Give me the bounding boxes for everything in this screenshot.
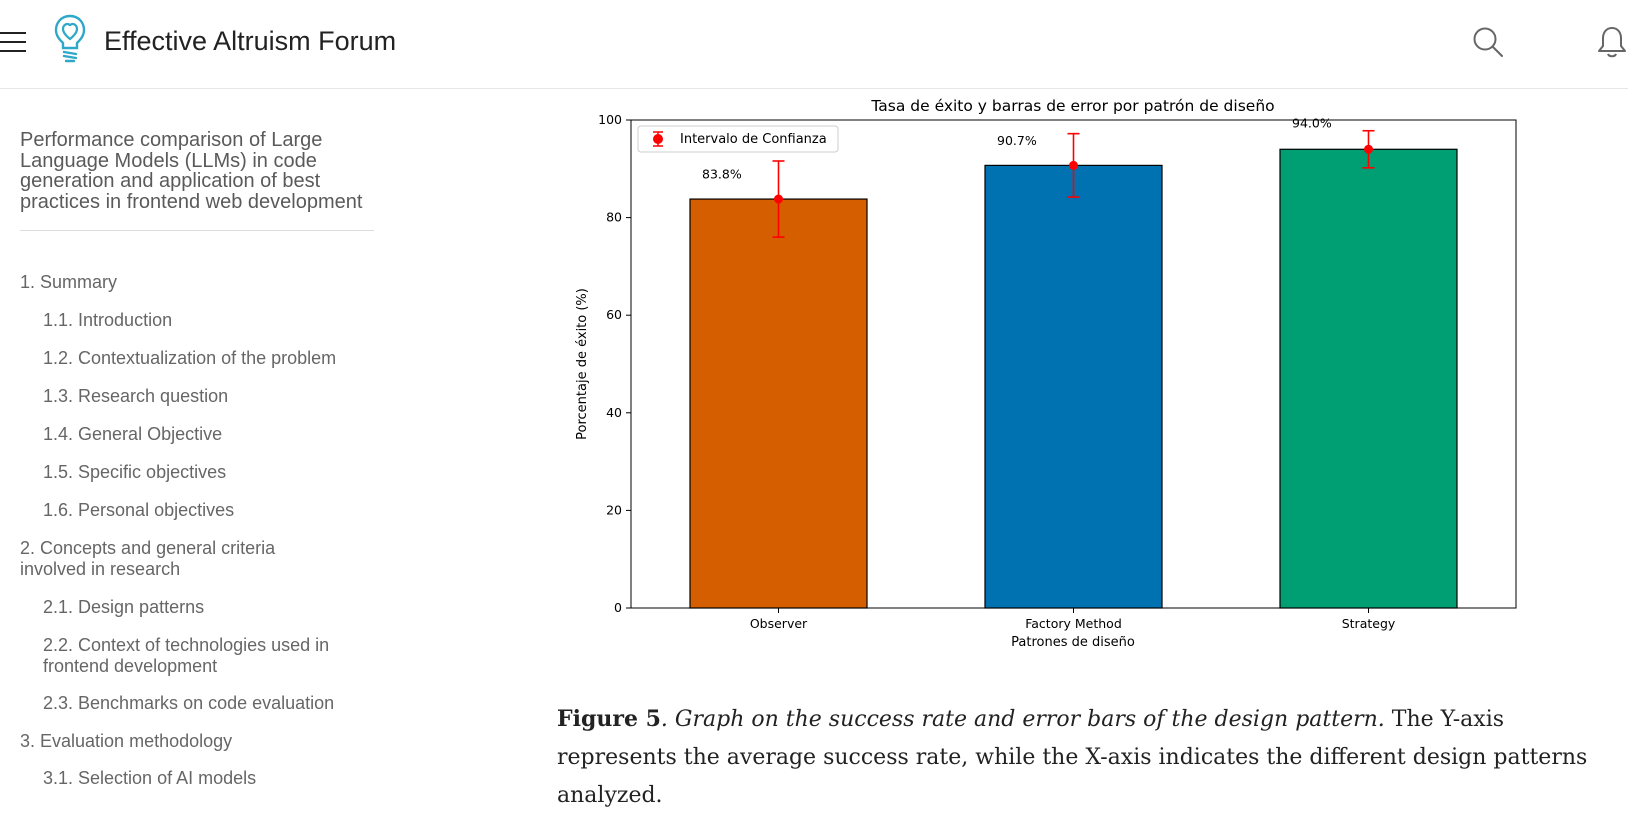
toc-item-technologies[interactable]: 2.2. Context of technologies used in fro…	[43, 635, 330, 676]
lightbulb-logo-icon[interactable]	[54, 14, 86, 66]
figure-description: The Y-axis represents the average succes…	[557, 707, 1588, 808]
y-axis-label: Porcentaje de éxito (%)	[575, 288, 590, 440]
chart-title: Tasa de éxito y barras de error por patr…	[870, 97, 1274, 115]
x-axis-label: Patrones de diseño	[1011, 635, 1135, 650]
figure-title-italic: . Graph on the success rate and error ba…	[660, 707, 1385, 732]
toc-item-concepts[interactable]: 2. Concepts and general criteria involve…	[20, 538, 276, 579]
figure-caption: Figure 5. Graph on the success rate and …	[557, 700, 1617, 815]
bar	[689, 198, 868, 609]
toc-item-personal-objectives[interactable]: 1.6. Personal objectives	[43, 500, 235, 520]
bar	[1279, 148, 1458, 609]
search-icon[interactable]	[1472, 26, 1504, 58]
toc-post-title[interactable]: Performance comparison of Large Language…	[20, 130, 374, 231]
y-tick-label: 60	[606, 307, 622, 322]
toc-item-introduction[interactable]: 1.1. Introduction	[43, 310, 173, 330]
top-header: Effective Altruism Forum	[0, 0, 1628, 89]
legend-box	[637, 125, 839, 153]
toc-item-benchmarks[interactable]: 2.3. Benchmarks on code evaluation	[43, 693, 335, 713]
toc-item-research-question[interactable]: 1.3. Research question	[43, 386, 229, 406]
legend-label: Intervalo de Confianza	[680, 132, 827, 147]
bar	[984, 164, 1163, 609]
toc-item-general-objective[interactable]: 1.4. General Objective	[43, 424, 223, 444]
y-axis: 0 20 40 60 80 100	[598, 112, 631, 615]
figure-label: Figure 5	[557, 706, 661, 732]
bar-value-label: 90.7%	[997, 133, 1037, 148]
toc-item-design-patterns[interactable]: 2.1. Design patterns	[43, 597, 205, 617]
y-tick-label: 80	[606, 210, 622, 225]
toc-item-selection-ai-models[interactable]: 3.1. Selection of AI models	[43, 768, 257, 788]
toc-item-contextualization[interactable]: 1.2. Contextualization of the problem	[43, 348, 337, 368]
x-axis: Observer Factory Method Strategy	[750, 608, 1396, 631]
y-tick-label: 100	[598, 112, 622, 127]
y-tick-label: 0	[614, 600, 622, 615]
success-rate-bar-chart: Tasa de éxito y barras de error por patr…	[575, 97, 1517, 650]
toc-item-summary[interactable]: 1. Summary	[20, 272, 118, 292]
mean-marker	[774, 194, 783, 204]
toc-item-specific-objectives[interactable]: 1.5. Specific objectives	[43, 462, 227, 482]
site-title-link[interactable]: Effective Altruism Forum	[104, 26, 397, 56]
bar-value-label: 83.8%	[702, 166, 742, 181]
legend-marker	[653, 134, 663, 144]
y-tick-label: 40	[606, 405, 622, 420]
x-tick-label: Factory Method	[1025, 616, 1122, 631]
table-of-contents: Performance comparison of Large Language…	[20, 130, 374, 231]
x-tick-label: Observer	[750, 616, 808, 631]
y-tick-label: 20	[606, 502, 622, 517]
toc-item-evaluation-methodology[interactable]: 3. Evaluation methodology	[20, 731, 233, 751]
mean-marker	[1069, 160, 1078, 170]
bell-icon[interactable]	[1596, 24, 1628, 60]
chart-legend: Intervalo de Confianza	[637, 125, 839, 153]
x-tick-label: Strategy	[1342, 616, 1396, 631]
menu-icon[interactable]	[0, 30, 26, 54]
mean-marker	[1364, 144, 1373, 154]
bar-value-label: 94.0%	[1292, 116, 1332, 131]
error-bars-group	[772, 129, 1375, 238]
